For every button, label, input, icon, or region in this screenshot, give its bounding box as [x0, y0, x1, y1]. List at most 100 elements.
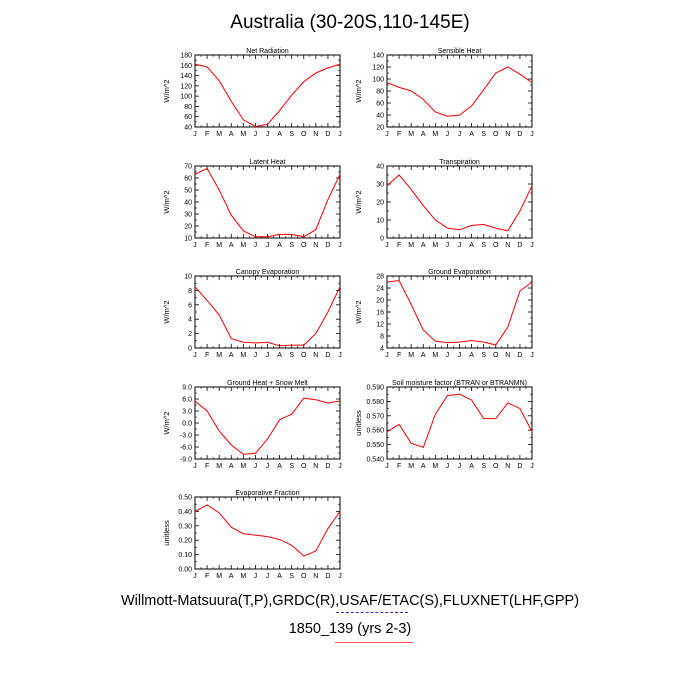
x-tick-label: M: [240, 242, 246, 249]
x-tick-label: A: [469, 352, 474, 359]
y-axis-label: W/m^2: [162, 190, 171, 213]
y-tick-label: 40: [376, 113, 384, 120]
x-tick-label: S: [289, 463, 294, 470]
series-line: [194, 286, 341, 347]
x-tick-label: A: [421, 242, 426, 249]
plot-frame: [194, 54, 341, 128]
y-tick-label: 3.0: [182, 409, 192, 416]
x-tick-label: J: [385, 463, 389, 470]
y-tick-label: 120: [372, 65, 384, 72]
y-axis-label: W/m^2: [162, 79, 171, 102]
y-tick-label: 24: [376, 286, 384, 293]
panel-title: Ground Evaporation: [428, 269, 491, 276]
y-tick-label: 160: [180, 63, 192, 70]
x-tick-label: J: [338, 242, 342, 249]
x-tick-label: A: [421, 352, 426, 359]
x-tick-label: S: [289, 242, 294, 249]
x-tick-label: J: [193, 242, 197, 249]
y-tick-label: 0: [380, 236, 384, 243]
y-tick-label: 100: [180, 94, 192, 101]
plot-frame: [386, 386, 533, 460]
series-line: [194, 63, 341, 128]
y-tick-label: 0.20: [178, 538, 192, 545]
x-tick-label: O: [493, 463, 499, 470]
x-tick-label: N: [505, 463, 510, 470]
x-tick-label: D: [325, 131, 330, 138]
y-tick-label: 40: [376, 164, 384, 171]
x-tick-label: J: [338, 463, 342, 470]
panel-title: Transpiration: [439, 159, 480, 166]
y-tick-label: 8: [188, 288, 192, 295]
x-tick-label: J: [254, 463, 258, 470]
y-tick-label: 30: [184, 212, 192, 219]
y-axis-label: W/m^2: [354, 190, 363, 213]
x-tick-label: N: [313, 131, 318, 138]
x-tick-label: D: [325, 573, 330, 580]
x-tick-label: D: [517, 131, 522, 138]
x-tick-label: S: [289, 131, 294, 138]
series-line: [194, 504, 341, 557]
x-tick-label: J: [458, 242, 462, 249]
x-tick-label: J: [338, 352, 342, 359]
y-tick-label: 0.0: [182, 421, 192, 428]
y-tick-label: 0.00: [178, 567, 192, 574]
y-tick-label: 0.30: [178, 523, 192, 530]
x-tick-label: M: [408, 352, 414, 359]
x-tick-label: M: [216, 463, 222, 470]
panel-title: Canopy Evaporation: [236, 269, 300, 276]
x-tick-label: A: [229, 131, 234, 138]
x-tick-label: J: [446, 352, 450, 359]
x-tick-label: J: [338, 131, 342, 138]
plot-frame: [194, 386, 341, 460]
y-tick-label: 10: [184, 236, 192, 243]
y-tick-label: 4: [188, 317, 192, 324]
x-tick-label: S: [481, 242, 486, 249]
x-tick-label: J: [193, 463, 197, 470]
x-tick-label: J: [254, 131, 258, 138]
x-tick-label: A: [421, 463, 426, 470]
y-tick-label: 180: [180, 53, 192, 60]
series-line: [386, 66, 533, 117]
x-tick-label: M: [216, 131, 222, 138]
x-tick-label: J: [446, 463, 450, 470]
x-tick-label: A: [469, 463, 474, 470]
x-tick-label: N: [505, 352, 510, 359]
x-tick-label: F: [205, 242, 209, 249]
series-line: [194, 397, 341, 455]
y-tick-label: 4: [380, 346, 384, 353]
x-tick-label: N: [505, 131, 510, 138]
x-tick-label: M: [408, 131, 414, 138]
x-tick-label: J: [266, 352, 270, 359]
x-tick-label: O: [301, 131, 307, 138]
x-tick-label: A: [277, 352, 282, 359]
footer-source: Willmott-Matsuura(T,P),GRDC(R),USAF/ETAC…: [120, 593, 580, 609]
y-tick-label: 8: [380, 334, 384, 341]
x-tick-label: F: [205, 352, 209, 359]
x-tick-label: O: [301, 573, 307, 580]
y-tick-label: 20: [184, 224, 192, 231]
x-tick-label: J: [530, 131, 534, 138]
chart-panel-9: J F M A M J J A S O N D J0.000.100.200.300.400.50Eva…: [162, 490, 342, 580]
x-tick-label: J: [458, 352, 462, 359]
y-tick-label: 0.40: [178, 509, 192, 516]
series-line: [194, 167, 341, 238]
x-tick-label: F: [205, 131, 209, 138]
plot-frame: [194, 165, 341, 239]
x-tick-label: J: [385, 352, 389, 359]
y-tick-label: 0.570: [366, 413, 384, 420]
x-tick-label: D: [517, 463, 522, 470]
panel-title: Ground Heat + Snow Melt: [227, 380, 308, 387]
y-tick-label: 40: [184, 125, 192, 132]
x-tick-label: O: [493, 131, 499, 138]
x-tick-label: S: [481, 131, 486, 138]
footer-dash-line: [336, 612, 408, 613]
panel-title: Soil moisture factor (BTRAN or BTRANMN): [392, 380, 527, 387]
x-tick-label: F: [397, 131, 401, 138]
y-tick-label: 20: [376, 298, 384, 305]
x-tick-label: J: [193, 573, 197, 580]
y-axis-label: W/m^2: [354, 79, 363, 102]
